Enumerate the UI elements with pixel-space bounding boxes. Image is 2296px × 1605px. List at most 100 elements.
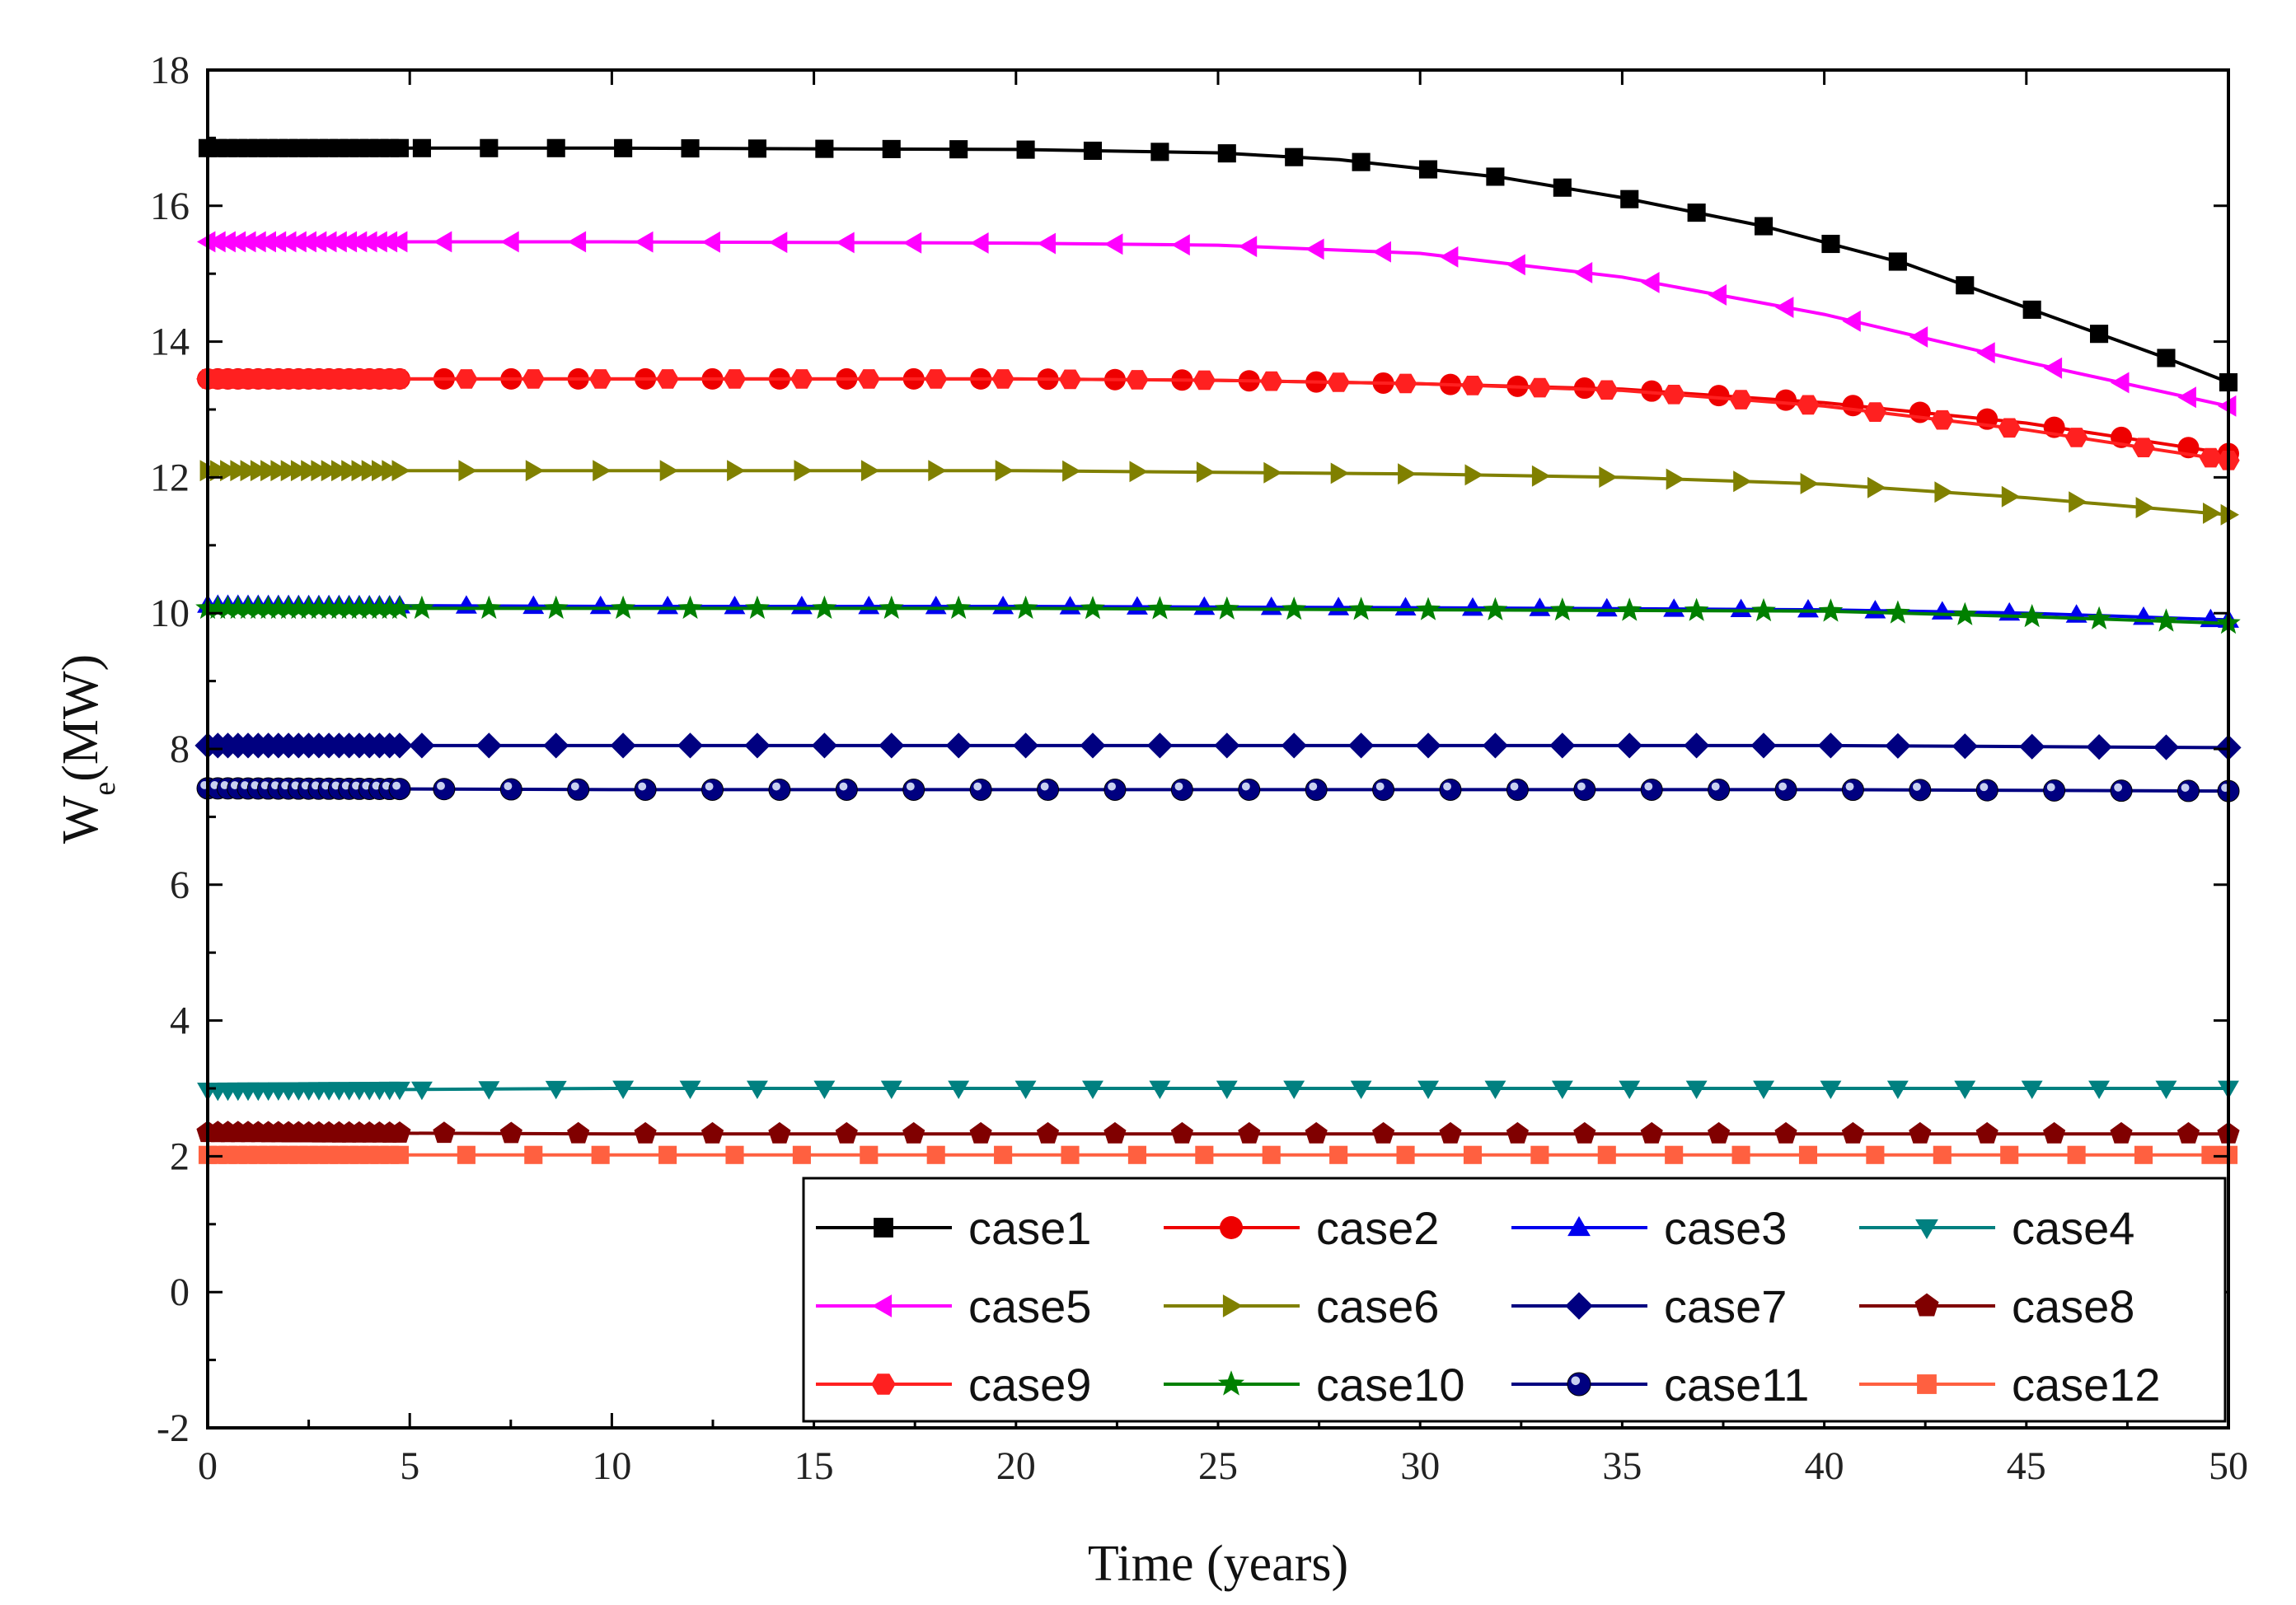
data-point-case12	[1329, 1145, 1348, 1164]
data-point-case9	[1863, 402, 1886, 422]
legend-marker-case2	[1220, 1216, 1243, 1239]
data-point-case11-highlight	[839, 782, 848, 791]
data-point-case6	[391, 460, 410, 482]
data-point-case10	[377, 595, 402, 620]
data-point-case9	[589, 369, 612, 389]
data-point-case6	[372, 460, 391, 482]
data-point-case7	[1549, 732, 1576, 759]
data-point-case5	[278, 231, 297, 253]
data-point-case5	[1103, 233, 1123, 255]
data-point-case7	[879, 732, 905, 759]
data-point-case11	[1841, 779, 1864, 802]
data-point-case1	[546, 138, 565, 157]
series-case2	[197, 367, 2239, 465]
data-point-case1	[614, 138, 633, 157]
data-point-case9	[2199, 447, 2223, 468]
data-point-case10	[215, 595, 241, 620]
x-axis-title: Time (years)	[1088, 1536, 1348, 1592]
data-point-case7	[1146, 732, 1173, 759]
data-point-case2	[1708, 385, 1730, 407]
data-point-case11-highlight	[1778, 782, 1788, 791]
legend-item-case10: case10	[1164, 1359, 1465, 1411]
data-point-case9	[1193, 370, 1216, 391]
legend-item-case9: case9	[816, 1359, 1091, 1411]
data-point-case5	[701, 231, 720, 253]
data-point-case11-highlight	[705, 782, 714, 791]
data-point-case9	[991, 369, 1014, 389]
y-tick-label: 2	[170, 1135, 190, 1178]
data-point-case8	[1305, 1121, 1328, 1144]
data-point-case9	[1797, 395, 1820, 415]
legend-item-case3: case3	[1511, 1202, 1787, 1254]
data-point-case12	[1396, 1145, 1415, 1164]
data-point-case10	[1282, 597, 1306, 620]
data-point-case5	[1171, 234, 1190, 256]
data-point-case5	[388, 231, 408, 253]
data-point-case5	[368, 231, 387, 253]
data-point-case12	[2134, 1145, 2153, 1164]
data-point-case7	[1013, 732, 1039, 759]
data-point-case5	[307, 231, 327, 253]
data-point-case4	[1014, 1080, 1037, 1099]
data-point-case10	[2087, 606, 2111, 629]
data-point-case8	[499, 1121, 522, 1144]
legend-label-case11: case11	[1664, 1359, 1809, 1411]
data-point-case10	[1013, 595, 1038, 620]
data-point-case11	[701, 778, 724, 801]
data-point-case4	[545, 1080, 567, 1100]
data-point-case6	[2135, 497, 2154, 518]
data-point-case11	[902, 778, 925, 801]
data-point-case11	[1909, 779, 1932, 802]
data-point-case6	[321, 460, 340, 482]
data-point-case6	[1934, 481, 1953, 503]
data-point-case8	[1036, 1121, 1060, 1144]
data-point-case4	[2155, 1080, 2177, 1099]
data-point-case4	[1484, 1080, 1506, 1099]
data-point-case4	[1551, 1080, 1573, 1099]
data-point-case11-highlight	[437, 781, 445, 790]
data-point-case7	[811, 732, 837, 759]
data-point-case8	[1975, 1121, 1998, 1144]
data-point-case5	[902, 232, 922, 254]
data-point-case11-highlight	[1510, 782, 1519, 791]
data-point-case5	[1573, 262, 1593, 283]
data-point-case10	[2153, 608, 2179, 632]
data-point-case1	[1016, 140, 1035, 159]
data-point-case8	[1774, 1121, 1797, 1144]
data-point-case7	[1482, 732, 1508, 759]
data-point-case1	[390, 138, 409, 157]
data-point-case10	[2019, 604, 2045, 628]
data-point-case5	[1641, 272, 1660, 293]
data-point-case10	[1818, 598, 1844, 622]
data-point-case10	[286, 595, 312, 620]
data-point-case8	[433, 1121, 456, 1144]
data-point-case12	[725, 1145, 744, 1164]
legend-marker-case11-highlight	[1571, 1376, 1581, 1386]
data-point-case6	[1733, 470, 1752, 493]
data-point-case5	[298, 231, 316, 253]
data-point-case1	[1285, 147, 1304, 166]
data-point-case4	[1753, 1080, 1774, 1099]
data-point-case5	[1506, 254, 1525, 276]
y-tick-label: 18	[150, 49, 190, 92]
data-point-case9	[1058, 369, 1082, 390]
data-point-case1	[2157, 349, 2176, 367]
x-tick-label: 25	[1198, 1444, 1238, 1488]
data-point-case9	[522, 369, 545, 389]
data-point-case8	[1103, 1121, 1127, 1144]
data-point-case8	[1238, 1121, 1261, 1144]
series-case7	[194, 732, 2242, 760]
data-point-case5	[1238, 236, 1258, 258]
data-point-case8	[701, 1121, 724, 1144]
data-point-case11-highlight	[362, 781, 371, 790]
data-point-case11-highlight	[241, 781, 250, 789]
data-point-case1	[1150, 143, 1169, 161]
data-point-case4	[747, 1080, 768, 1099]
data-point-case11-highlight	[2181, 784, 2190, 792]
data-point-case11	[634, 778, 657, 801]
legend-label-case1: case1	[968, 1202, 1091, 1254]
data-point-case12	[1463, 1145, 1483, 1164]
data-point-case11-highlight	[1174, 782, 1183, 791]
data-point-case6	[794, 460, 813, 482]
data-point-case10	[276, 595, 301, 620]
